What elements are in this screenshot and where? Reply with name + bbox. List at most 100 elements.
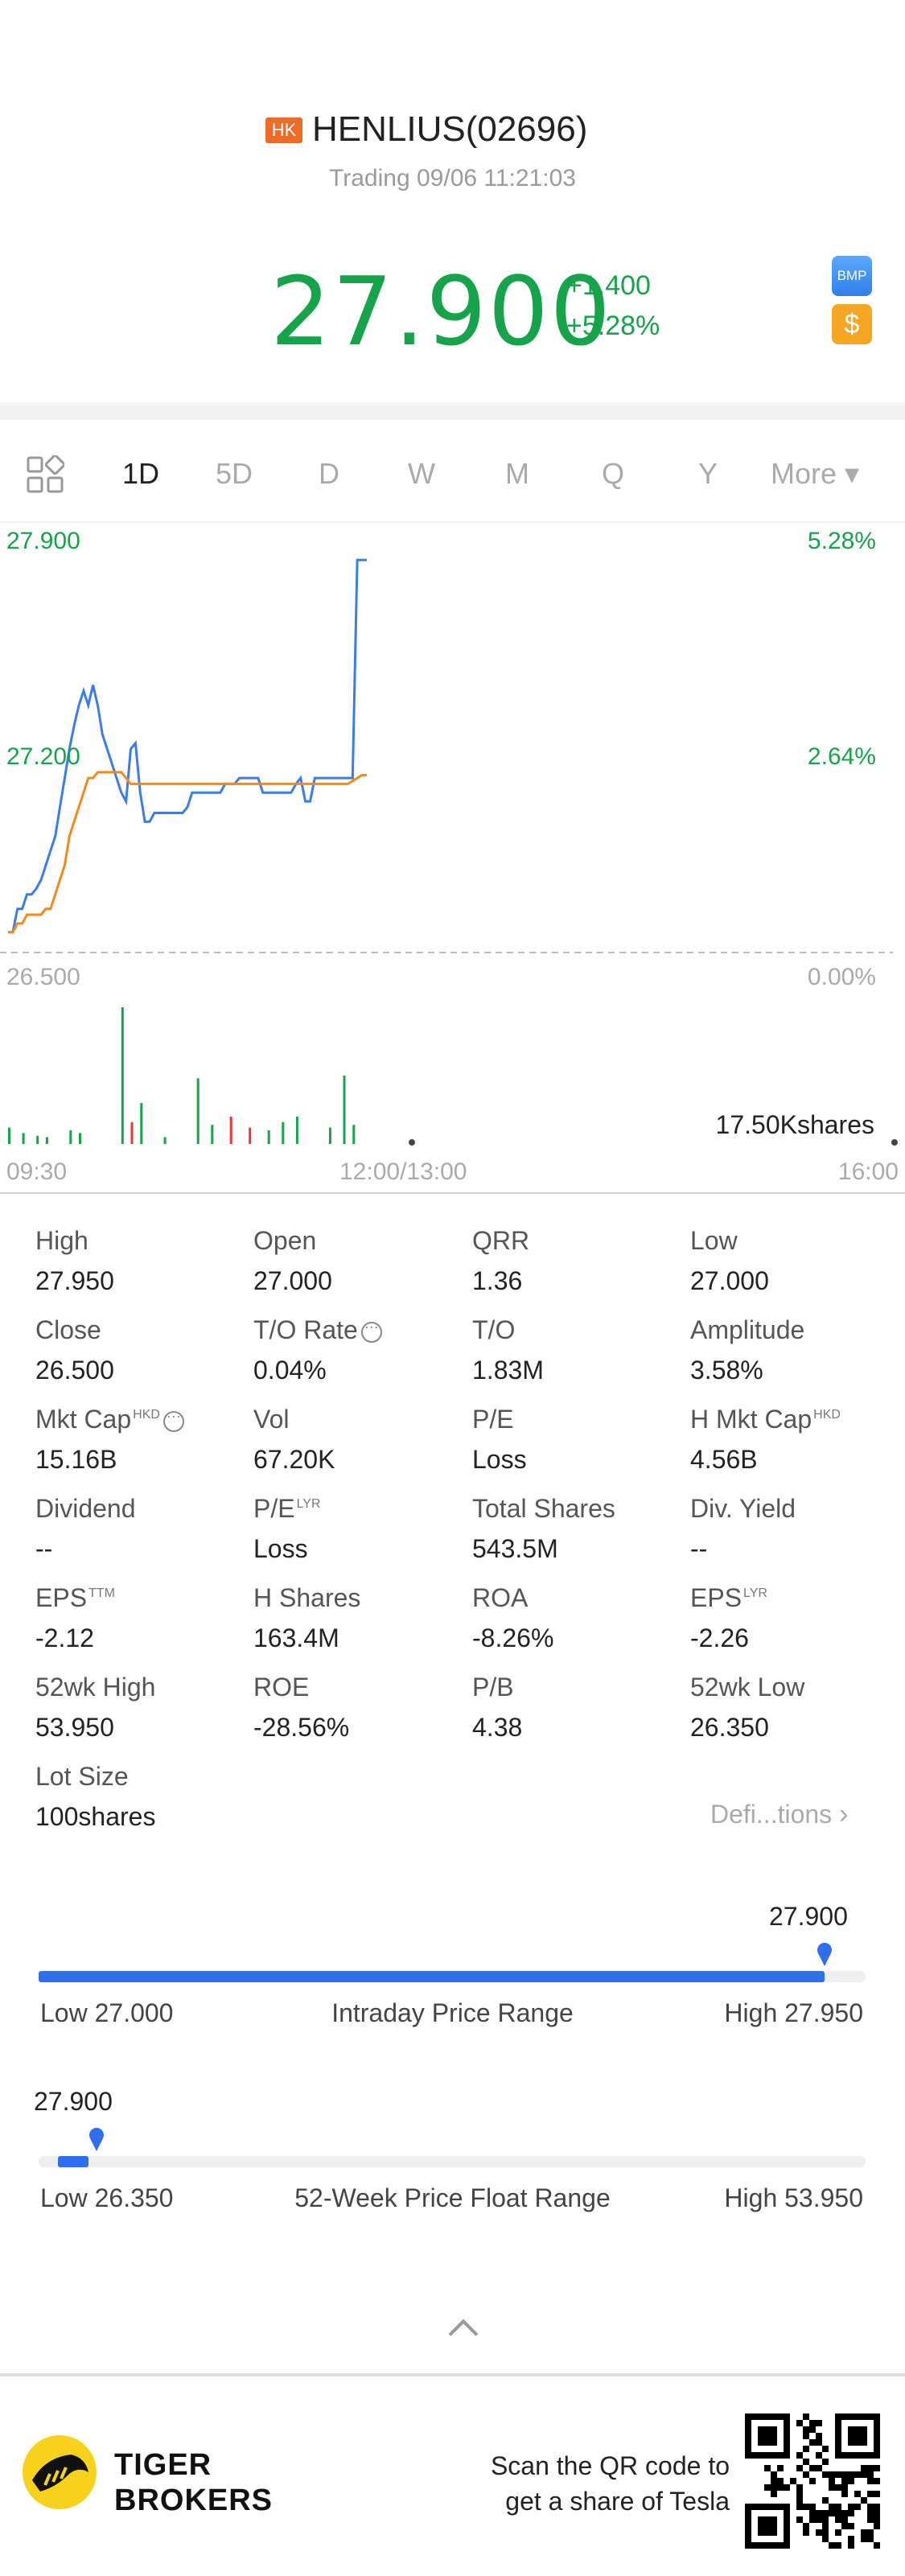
- stat-unit-superscript: HKD: [813, 1408, 841, 1422]
- intraday-high: High 27.950: [724, 1998, 863, 2027]
- stat-unit-superscript: LYR: [743, 1586, 767, 1601]
- stat-label-text: P/E: [253, 1494, 295, 1523]
- chevron-up-icon[interactable]: [448, 2319, 479, 2349]
- volume-bar: [130, 1121, 134, 1144]
- volume-bar: [295, 1117, 298, 1144]
- week52-title: 52-Week Price Float Range: [294, 2183, 611, 2212]
- footer-divider: [0, 2373, 905, 2376]
- stat-label: QRR: [472, 1226, 529, 1256]
- stat-value: Loss: [472, 1445, 527, 1474]
- volume-bars: [8, 1007, 356, 1144]
- tab-5d[interactable]: 5D: [216, 457, 253, 490]
- intraday-chart[interactable]: [0, 523, 905, 1191]
- time-mid: 12:00/13:00: [339, 1158, 467, 1185]
- price-change: +1.400: [566, 270, 651, 301]
- volume-bar: [121, 1007, 124, 1144]
- week52-pin-icon: [88, 2127, 104, 2151]
- stat-label-text: Div. Yield: [690, 1494, 796, 1523]
- definitions-link[interactable]: Defi...tions ›: [710, 1799, 848, 1830]
- stat-label-text: EPS: [690, 1583, 743, 1612]
- stat-label: 52wk Low: [690, 1673, 804, 1702]
- intraday-low: Low 27.000: [40, 1998, 174, 2027]
- stat-label: Lot Size: [35, 1762, 129, 1792]
- tab-divider: [0, 521, 905, 523]
- volume-bar: [343, 1076, 346, 1144]
- axis-left-bottom: 26.500: [6, 964, 80, 990]
- stat-label-text: EPS: [35, 1583, 88, 1612]
- tab-1d[interactable]: 1D: [122, 457, 160, 490]
- stat-label-text: H Mkt Cap: [690, 1405, 812, 1434]
- tab-y[interactable]: Y: [698, 457, 718, 490]
- stat-unit-superscript: LYR: [296, 1497, 321, 1512]
- stat-value: 1.36: [472, 1266, 523, 1295]
- dollar-icon[interactable]: $: [832, 304, 872, 344]
- stat-unit-superscript: TTM: [88, 1586, 115, 1601]
- brand-line-2: BROKERS: [114, 2483, 274, 2517]
- qr-code-icon[interactable]: [745, 2413, 880, 2549]
- stat-value: --: [690, 1534, 708, 1563]
- price-change-percent: +5.28%: [566, 311, 660, 341]
- stat-label[interactable]: Mkt Cap HKD: [35, 1405, 184, 1434]
- week52-low: Low 26.350: [40, 2183, 174, 2212]
- stat-label: Dividend: [35, 1494, 136, 1524]
- volume-bar: [328, 1127, 331, 1144]
- stat-label[interactable]: T/O Rate: [253, 1315, 382, 1345]
- week52-fill: [58, 2156, 88, 2167]
- stat-label: High: [35, 1226, 88, 1256]
- axis-right-top: 5.28%: [807, 528, 876, 554]
- stat-value: 543.5M: [472, 1534, 558, 1563]
- period-tabs: 1D 5D D W M Q Y More ▾: [0, 442, 905, 507]
- tab-d[interactable]: D: [319, 457, 339, 490]
- volume-bar: [249, 1127, 252, 1144]
- tab-m[interactable]: M: [505, 457, 529, 490]
- stat-label-text: Lot Size: [35, 1762, 129, 1791]
- volume-bar: [267, 1130, 270, 1144]
- stat-label-text: Close: [35, 1315, 101, 1344]
- stat-label-text: Total Shares: [472, 1494, 615, 1523]
- info-dots-icon[interactable]: [360, 1319, 382, 1343]
- stat-label: P/E LYR: [253, 1494, 321, 1524]
- volume-bar: [211, 1125, 214, 1144]
- volume-bar: [22, 1133, 25, 1144]
- definitions-label: Defi...tions: [710, 1800, 833, 1829]
- volume-bar: [45, 1137, 48, 1144]
- stat-label: EPS LYR: [690, 1583, 767, 1613]
- stat-value: 4.38: [472, 1713, 523, 1742]
- stat-label: P/E: [472, 1405, 514, 1434]
- stat-label: Vol: [253, 1405, 289, 1434]
- price-series-line: [8, 771, 367, 934]
- week52-current: 27.900: [34, 2087, 113, 2116]
- axis-left-mid: 27.200: [6, 743, 80, 770]
- chevron-right-icon: ›: [839, 1799, 849, 1829]
- stat-label-text: T/O: [472, 1315, 516, 1344]
- midday-marker: [409, 1139, 415, 1146]
- stat-label: Close: [35, 1315, 101, 1345]
- tab-w[interactable]: W: [408, 457, 435, 490]
- tab-q[interactable]: Q: [602, 457, 625, 490]
- tab-more[interactable]: More ▾: [771, 457, 860, 490]
- intraday-title: Intraday Price Range: [331, 1998, 574, 2027]
- info-dots-icon[interactable]: [162, 1408, 184, 1432]
- scan-text-2: get a share of Tesla: [505, 2487, 730, 2516]
- volume-bar: [8, 1127, 10, 1144]
- axis-right-mid: 2.64%: [807, 743, 876, 770]
- stat-label-text: P/E: [472, 1405, 514, 1434]
- stat-label-text: H Shares: [253, 1583, 361, 1612]
- layout-grid-icon[interactable]: [26, 455, 64, 494]
- chart-bottom-rule: [0, 1192, 905, 1194]
- stat-label-text: T/O Rate: [253, 1315, 358, 1344]
- stat-value: -2.12: [35, 1623, 94, 1652]
- stat-label-text: P/B: [472, 1673, 514, 1702]
- stat-value: 163.4M: [253, 1623, 339, 1652]
- stat-value: 27.000: [253, 1266, 332, 1295]
- stat-label: P/B: [472, 1673, 514, 1702]
- end-marker: [891, 1139, 898, 1146]
- stat-value: 26.350: [690, 1713, 769, 1742]
- stat-value: -8.26%: [472, 1623, 554, 1652]
- stat-label-text: QRR: [472, 1226, 530, 1255]
- stat-label-text: High: [35, 1226, 88, 1255]
- bmp-icon[interactable]: BMP: [832, 256, 872, 296]
- stat-value: 27.950: [35, 1266, 114, 1295]
- stock-title: HENLIUS(02696): [312, 109, 588, 149]
- last-price: 27.900: [270, 256, 612, 367]
